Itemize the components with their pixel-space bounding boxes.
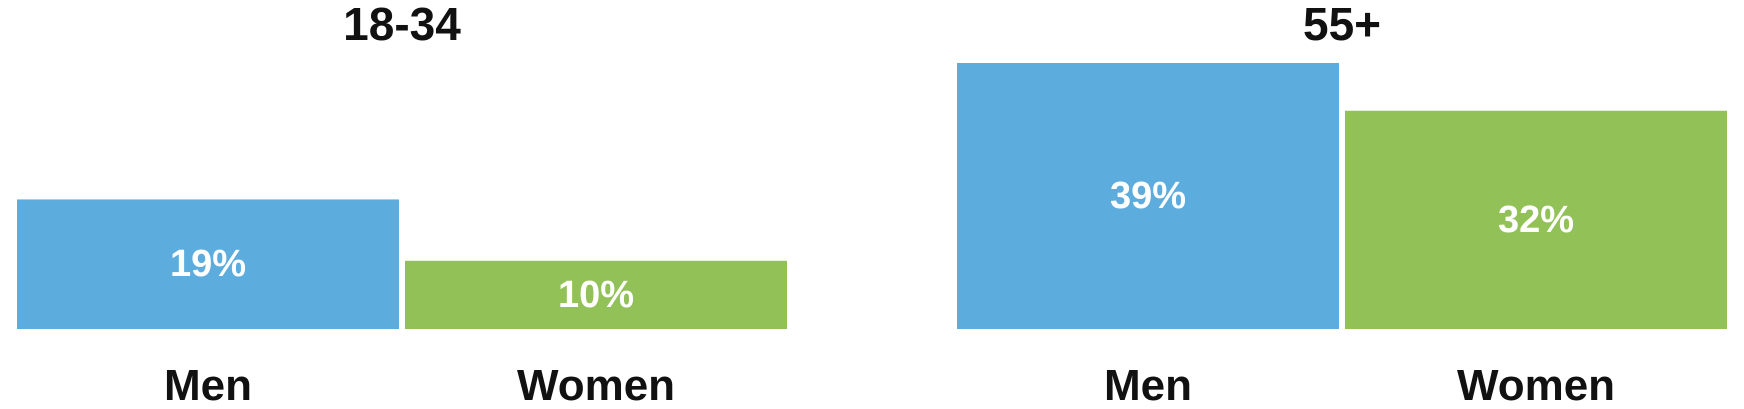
bar-men bbox=[17, 199, 399, 329]
panel-title: 18-34 bbox=[343, 0, 461, 50]
data-label: 10% bbox=[558, 274, 634, 316]
category-label: Men bbox=[164, 361, 252, 409]
category-label: Women bbox=[517, 361, 675, 409]
data-label: 39% bbox=[1110, 175, 1186, 217]
bar-women bbox=[1345, 110, 1727, 329]
category-label: Women bbox=[1457, 361, 1615, 409]
data-label: 32% bbox=[1498, 199, 1574, 241]
data-label: 19% bbox=[170, 243, 246, 285]
bar-men bbox=[957, 63, 1339, 329]
bar-women bbox=[405, 260, 787, 329]
category-label: Men bbox=[1104, 361, 1192, 409]
panel-title: 55+ bbox=[1303, 0, 1381, 50]
chart-panel-1: 18-34 19% Men 10% Women bbox=[17, 0, 787, 409]
chart-panel-2: 55+ 39% Men 32% Women bbox=[957, 0, 1727, 409]
